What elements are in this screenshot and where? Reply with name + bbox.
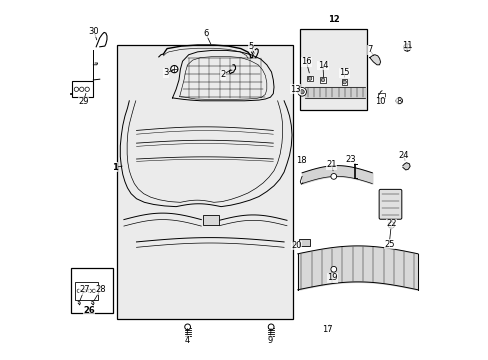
Circle shape	[184, 324, 190, 330]
Text: 9: 9	[267, 336, 272, 345]
Text: 11: 11	[401, 40, 411, 49]
Circle shape	[88, 289, 91, 293]
Circle shape	[85, 87, 89, 91]
Circle shape	[395, 98, 402, 104]
Text: 20: 20	[291, 241, 301, 250]
Text: 30: 30	[88, 27, 99, 36]
Text: 2: 2	[220, 71, 225, 79]
Text: 6: 6	[203, 29, 208, 37]
FancyBboxPatch shape	[378, 189, 401, 219]
Circle shape	[330, 266, 336, 272]
Text: 27: 27	[79, 285, 89, 294]
Bar	[320, 77, 325, 83]
Bar	[341, 79, 347, 85]
Text: 1: 1	[112, 163, 118, 172]
Circle shape	[330, 174, 336, 179]
Bar	[299, 239, 309, 246]
Text: 12: 12	[327, 15, 339, 24]
Circle shape	[321, 78, 324, 82]
Text: 16: 16	[301, 57, 311, 66]
Bar	[117, 45, 292, 319]
Circle shape	[297, 87, 306, 96]
Text: 18: 18	[295, 156, 306, 165]
Circle shape	[299, 90, 304, 94]
Bar	[71, 268, 113, 313]
Text: 25: 25	[383, 240, 394, 248]
Bar	[300, 29, 366, 110]
Text: 24: 24	[398, 151, 408, 160]
Text: 5: 5	[248, 41, 253, 50]
Circle shape	[268, 324, 273, 330]
Text: 3: 3	[163, 68, 168, 77]
Text: 21: 21	[325, 161, 336, 169]
Text: 10: 10	[375, 97, 385, 106]
Text: 13: 13	[290, 85, 300, 94]
Circle shape	[77, 289, 81, 293]
Text: 22: 22	[386, 219, 396, 228]
Circle shape	[170, 66, 178, 73]
Polygon shape	[402, 163, 409, 170]
Circle shape	[82, 289, 86, 293]
Circle shape	[74, 87, 79, 91]
Circle shape	[80, 87, 84, 91]
Text: 7: 7	[366, 45, 372, 54]
Text: 23: 23	[345, 154, 355, 163]
Text: 29: 29	[78, 97, 88, 106]
Text: 14: 14	[317, 61, 327, 70]
Polygon shape	[369, 55, 380, 65]
Bar	[203, 215, 219, 225]
Circle shape	[387, 222, 394, 228]
Bar	[306, 76, 312, 81]
Bar	[72, 81, 93, 97]
Bar	[377, 93, 384, 98]
Circle shape	[403, 44, 410, 51]
Text: 26: 26	[83, 306, 95, 315]
Bar	[75, 282, 98, 300]
Circle shape	[342, 80, 346, 84]
Circle shape	[307, 77, 311, 80]
Text: 4: 4	[184, 336, 189, 345]
Text: 28: 28	[95, 285, 105, 294]
Text: 19: 19	[327, 274, 337, 282]
Text: 17: 17	[321, 325, 332, 334]
Text: 8: 8	[396, 97, 401, 106]
Circle shape	[92, 289, 96, 293]
Text: 15: 15	[339, 68, 349, 77]
